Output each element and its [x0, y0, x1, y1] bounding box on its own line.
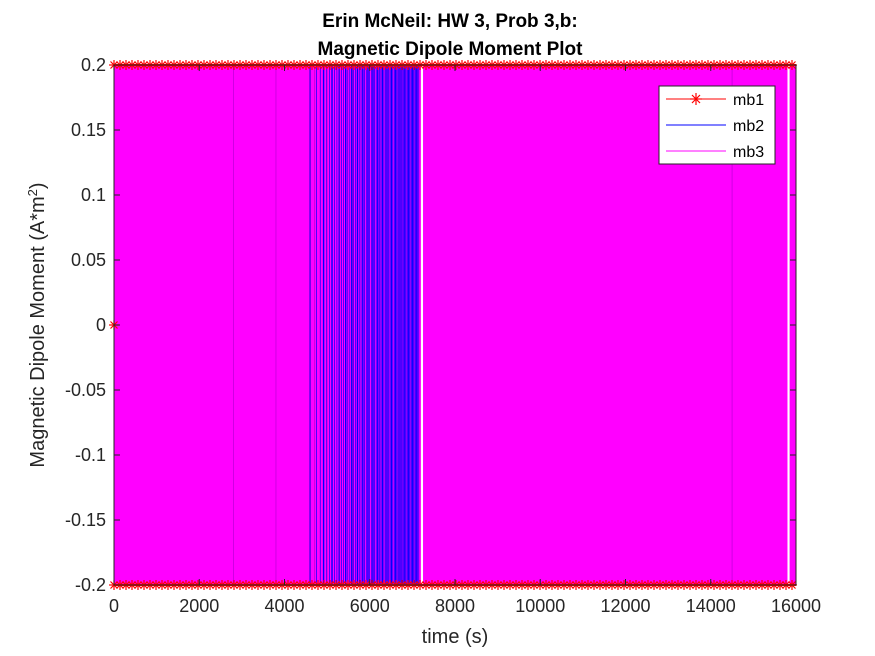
legend-label-mb1: mb1 — [733, 92, 764, 109]
y-tick-label: -0.05 — [65, 380, 106, 400]
tick-layer: 0 2000 4000 6000 8000 10000 12000 14000 16000 0.2… — [65, 55, 821, 616]
x-tick-label: 14000 — [686, 596, 736, 616]
x-tick-label: 10000 — [515, 596, 565, 616]
y-tick-label: -0.2 — [75, 575, 106, 595]
y-axis-label-main: Magnetic Dipole Moment (A*m — [27, 196, 49, 467]
chart-title-line-1: Erin McNeil: HW 3, Prob 3,b: — [322, 11, 577, 32]
y-tick-label: 0.2 — [81, 55, 106, 75]
x-tick-label: 0 — [109, 596, 119, 616]
chart-title-line-2: Magnetic Dipole Moment Plot — [318, 39, 584, 60]
y-axis-label-superscript: 2 — [25, 189, 40, 196]
legend-label-mb2: mb2 — [733, 118, 764, 135]
x-tick-label: 12000 — [600, 596, 650, 616]
x-tick-label: 8000 — [435, 596, 475, 616]
x-tick-label: 16000 — [771, 596, 821, 616]
y-tick-label: 0.15 — [71, 120, 106, 140]
y-tick-label: 0.1 — [81, 185, 106, 205]
y-tick-label: -0.1 — [75, 445, 106, 465]
y-tick-label: 0.05 — [71, 250, 106, 270]
y-tick-label: -0.15 — [65, 510, 106, 530]
legend: mb1 mb2 mb3 — [658, 85, 776, 165]
x-tick-label: 2000 — [179, 596, 219, 616]
legend-marker-mb1 — [690, 93, 702, 105]
x-axis-label: time (s) — [422, 626, 489, 648]
y-axis-label-tail: ) — [27, 182, 49, 189]
x-tick-label: 6000 — [350, 596, 390, 616]
x-tick-label: 4000 — [264, 596, 304, 616]
legend-label-mb3: mb3 — [733, 144, 764, 161]
data-layer — [109, 60, 797, 590]
y-axis-label: Magnetic Dipole Moment (A*m2) — [25, 182, 50, 467]
y-tick-label: 0 — [96, 315, 106, 335]
